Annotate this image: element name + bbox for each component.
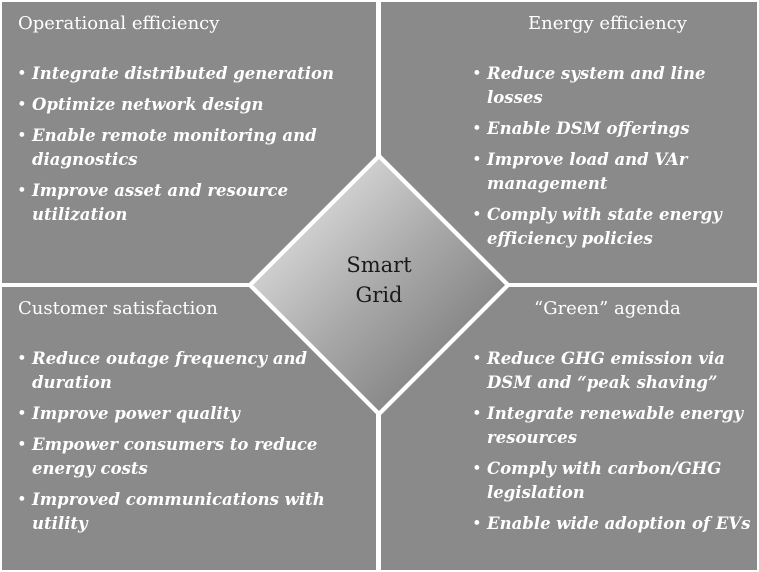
list-item: • Enable DSM offerings [469, 117, 757, 141]
bullet-icon: • [472, 119, 482, 138]
item-list: • Reduce outage frequency and duration • I… [14, 347, 376, 543]
list-item: • Integrate renewable energy resources [469, 402, 757, 450]
bullet-icon: • [472, 514, 482, 533]
bullet-icon: • [17, 435, 27, 454]
quadrant-operational-efficiency: Operational efficiency • Integrate distri… [2, 2, 376, 283]
list-item: • Empower consumers to reduce energy cost… [14, 433, 376, 481]
bullet-icon: • [17, 349, 27, 368]
item-list: • Reduce GHG emission via DSM and “peak s… [469, 347, 757, 543]
item-text: Comply with carbon/GHG legislation [487, 459, 722, 502]
center-label-line1: Smart [346, 253, 412, 277]
quadrant-title: Operational efficiency [18, 13, 220, 34]
quadrant-title: “Green” agenda [534, 298, 681, 319]
quadrant-customer-satisfaction: Customer satisfaction • Reduce outage fre… [2, 287, 376, 570]
list-item: • Enable remote monitoring and diagnostic… [14, 124, 376, 172]
item-text: Improve power quality [32, 404, 240, 423]
item-list: • Integrate distributed generation • Optim… [14, 62, 376, 234]
item-text: Reduce system and line losses [487, 64, 706, 107]
quadrant-title: Energy efficiency [528, 13, 687, 34]
item-text: Empower consumers to reduce energy costs [32, 435, 318, 478]
list-item: • Improve load and VAr management [469, 148, 757, 196]
item-text: Enable remote monitoring and diagnostics [32, 126, 317, 169]
item-text: Enable wide adoption of EVs [487, 514, 751, 533]
bullet-icon: • [472, 64, 482, 83]
bullet-icon: • [472, 150, 482, 169]
quadrant-title: Customer satisfaction [18, 298, 218, 319]
bullet-icon: • [17, 64, 27, 83]
bullet-icon: • [17, 181, 27, 200]
list-item: • Integrate distributed generation [14, 62, 376, 86]
bullet-icon: • [472, 459, 482, 478]
bullet-icon: • [472, 404, 482, 423]
list-item: • Optimize network design [14, 93, 376, 117]
list-item: • Enable wide adoption of EVs [469, 512, 757, 536]
list-item: • Reduce outage frequency and duration [14, 347, 376, 395]
item-text: Improve load and VAr management [487, 150, 688, 193]
item-text: Integrate renewable energy resources [487, 404, 744, 447]
list-item: • Improve asset and resource utilization [14, 179, 376, 227]
item-text: Improved communications with utility [32, 490, 325, 533]
item-text: Comply with state energy efficiency poli… [487, 205, 722, 248]
center-label-line2: Grid [355, 283, 403, 307]
item-text: Improve asset and resource utilization [32, 181, 289, 224]
list-item: • Improved communications with utility [14, 488, 376, 536]
item-text: Optimize network design [32, 95, 264, 114]
bullet-icon: • [17, 490, 27, 509]
center-label: Smart Grid [329, 250, 429, 310]
bullet-icon: • [17, 404, 27, 423]
smart-grid-diamond [253, 159, 505, 411]
item-text: Reduce outage frequency and duration [32, 349, 308, 392]
bullet-icon: • [17, 95, 27, 114]
item-text: Enable DSM offerings [487, 119, 690, 138]
list-item: • Comply with carbon/GHG legislation [469, 457, 757, 505]
bullet-icon: • [472, 349, 482, 368]
list-item: • Reduce GHG emission via DSM and “peak s… [469, 347, 757, 395]
list-item: • Reduce system and line losses [469, 62, 757, 110]
list-item: • Improve power quality [14, 402, 376, 426]
item-text: Integrate distributed generation [32, 64, 335, 83]
bullet-icon: • [17, 126, 27, 145]
item-list: • Reduce system and line losses • Enable D… [469, 62, 757, 258]
item-text: Reduce GHG emission via DSM and “peak sh… [487, 349, 725, 392]
bullet-icon: • [472, 205, 482, 224]
list-item: • Comply with state energy efficiency pol… [469, 203, 757, 251]
